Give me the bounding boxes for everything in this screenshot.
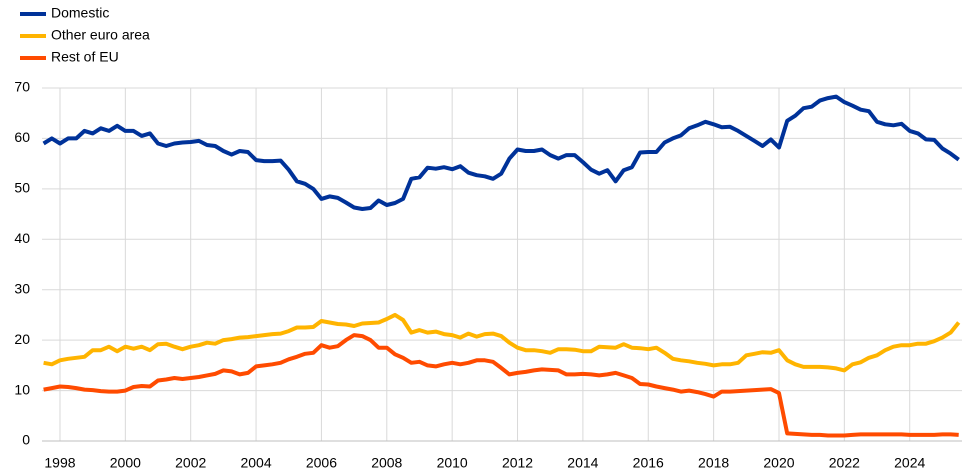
series-line — [43, 312, 961, 373]
y-tick-label: 60 — [14, 129, 30, 145]
y-tick-label: 10 — [14, 381, 30, 397]
x-tick-label: 2022 — [829, 455, 860, 471]
x-tick-label: 2000 — [110, 455, 141, 471]
y-tick-label: 0 — [22, 432, 30, 448]
x-tick-label: 1998 — [44, 455, 75, 471]
x-tick-label: 2020 — [763, 455, 794, 471]
y-tick-label: 40 — [14, 230, 30, 246]
y-tick-label: 30 — [14, 280, 30, 296]
x-tick-label: 2012 — [502, 455, 533, 471]
x-tick-label: 2016 — [633, 455, 664, 471]
x-tick-label: 2008 — [371, 455, 402, 471]
x-tick-label: 2014 — [567, 455, 598, 471]
y-tick-label: 20 — [14, 331, 30, 347]
y-tick-label: 70 — [14, 79, 30, 95]
series-line — [43, 333, 959, 438]
legend-label: Rest of EU — [51, 49, 119, 65]
x-tick-label: 2010 — [437, 455, 468, 471]
series-line — [42, 94, 960, 211]
y-tick-label: 50 — [14, 180, 30, 196]
legend-label: Domestic — [51, 5, 109, 21]
x-tick-label: 2002 — [175, 455, 206, 471]
x-tick-label: 2006 — [306, 455, 337, 471]
x-tick-label: 2018 — [698, 455, 729, 471]
x-tick-label: 2024 — [894, 455, 925, 471]
x-tick-label: 2004 — [240, 455, 271, 471]
legend-label: Other euro area — [51, 27, 150, 43]
